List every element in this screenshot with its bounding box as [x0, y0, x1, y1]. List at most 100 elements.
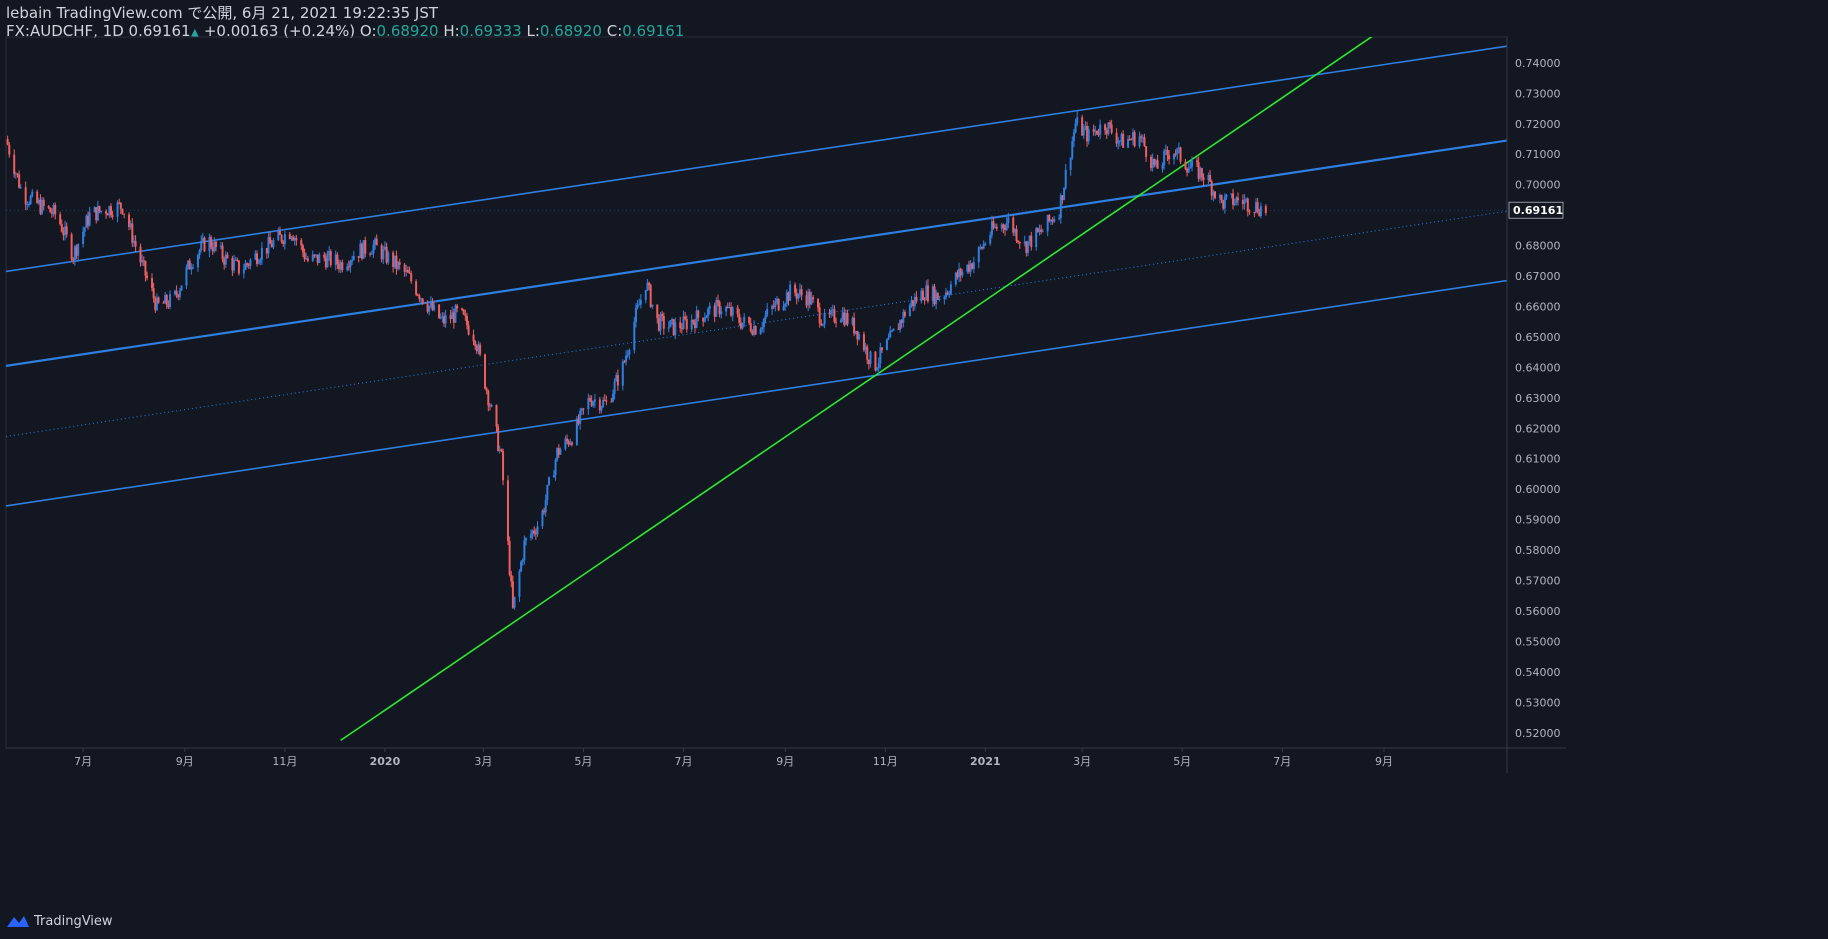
candle-body — [472, 334, 475, 342]
candle-body — [77, 243, 80, 256]
candle-body — [255, 253, 258, 264]
candle-body — [554, 459, 557, 475]
y-tick-label: 0.64000 — [1515, 361, 1561, 374]
candle-body — [546, 484, 549, 501]
candle-body — [26, 204, 29, 206]
candle-body — [547, 477, 550, 485]
y-tick-label: 0.68000 — [1515, 240, 1561, 253]
candle-body — [808, 291, 811, 305]
candle-body — [899, 320, 902, 330]
candle-body — [14, 173, 17, 175]
publish-line: lebain TradingView.com で公開, 6月 21, 2021 … — [6, 4, 439, 22]
candle-body — [684, 316, 687, 320]
candle-body — [167, 304, 170, 308]
candle-body — [662, 316, 665, 329]
candle-body — [244, 263, 247, 270]
candle-body — [575, 418, 578, 445]
candle-body — [461, 308, 464, 310]
candle-body — [49, 207, 52, 213]
open-value: 0.68920 — [376, 22, 439, 40]
candle-body — [72, 259, 75, 261]
candle-body — [359, 243, 362, 258]
y-tick-label: 0.54000 — [1515, 666, 1561, 679]
candle-body — [1118, 140, 1121, 142]
candle-body — [362, 240, 365, 259]
candle-body — [420, 298, 423, 300]
candle-body — [1220, 195, 1223, 201]
candle-body — [777, 298, 780, 311]
candle-body — [508, 540, 511, 575]
candle-body — [972, 262, 975, 269]
candle-body — [339, 262, 342, 270]
candle-body — [518, 571, 521, 597]
candle-body — [639, 299, 642, 305]
candle-body — [198, 250, 201, 256]
candle-body — [817, 299, 820, 308]
candle-body — [541, 510, 544, 527]
candle-body — [131, 223, 134, 243]
candle-body — [1187, 168, 1190, 173]
candle-body — [439, 317, 442, 319]
candle-body — [18, 174, 21, 188]
candle-body — [1015, 229, 1018, 241]
candle-body — [949, 284, 952, 294]
candle-body — [989, 235, 992, 244]
candle-body — [106, 213, 109, 216]
candle-body — [421, 298, 424, 304]
candle-body — [1184, 161, 1187, 169]
candle-body — [269, 237, 272, 244]
candle-body — [862, 334, 865, 351]
candle-body — [1115, 132, 1118, 144]
candle-body — [1120, 133, 1123, 141]
candle-body — [93, 207, 96, 213]
candle-body — [164, 295, 167, 304]
candle-body — [201, 237, 204, 241]
candle-body — [502, 451, 505, 481]
candle-body — [705, 316, 708, 319]
candle-body — [787, 292, 790, 301]
candle-body — [1095, 130, 1098, 135]
candle-body — [1013, 229, 1016, 233]
candle-body — [679, 322, 682, 329]
candle-body — [1186, 168, 1189, 173]
candle-body — [889, 331, 892, 338]
candle-body — [690, 319, 693, 330]
candle-body — [221, 245, 224, 259]
candle-body — [1235, 197, 1238, 203]
candle-body — [326, 255, 329, 268]
candle-body — [1110, 124, 1113, 133]
candle-body — [748, 316, 751, 324]
y-tick-label: 0.60000 — [1515, 483, 1561, 496]
candle-body — [31, 191, 34, 197]
candle-body — [966, 264, 969, 272]
candle-body — [462, 309, 465, 315]
x-tick-label: 9月 — [776, 755, 794, 768]
candle-body — [213, 241, 216, 252]
candle-body — [392, 252, 395, 267]
candle-body — [695, 310, 698, 328]
candle-body — [488, 405, 491, 407]
candle-body — [185, 267, 188, 286]
candle-body — [1005, 223, 1008, 231]
candle-body — [1081, 117, 1084, 136]
candle-body — [497, 426, 500, 451]
candle-body — [1117, 141, 1120, 144]
candle-body — [794, 284, 797, 293]
candle-body — [761, 327, 764, 330]
candle-body — [910, 300, 913, 306]
candle-body — [210, 237, 213, 248]
candle-body — [703, 318, 706, 322]
candle-body — [605, 400, 608, 402]
candle-body — [1163, 150, 1166, 166]
x-tick-label: 7月 — [1273, 755, 1291, 768]
candle-body — [1259, 206, 1262, 216]
candle-body — [828, 312, 831, 315]
candle-body — [270, 243, 273, 248]
candle-body — [864, 346, 867, 351]
candle-body — [385, 246, 388, 263]
candle-body — [925, 285, 928, 300]
trendline-line — [340, 37, 1373, 742]
axes: 0.74000 0.73000 0.72000 0.71000 0.70000 0.680… — [6, 37, 1566, 773]
candle-body — [610, 401, 613, 403]
